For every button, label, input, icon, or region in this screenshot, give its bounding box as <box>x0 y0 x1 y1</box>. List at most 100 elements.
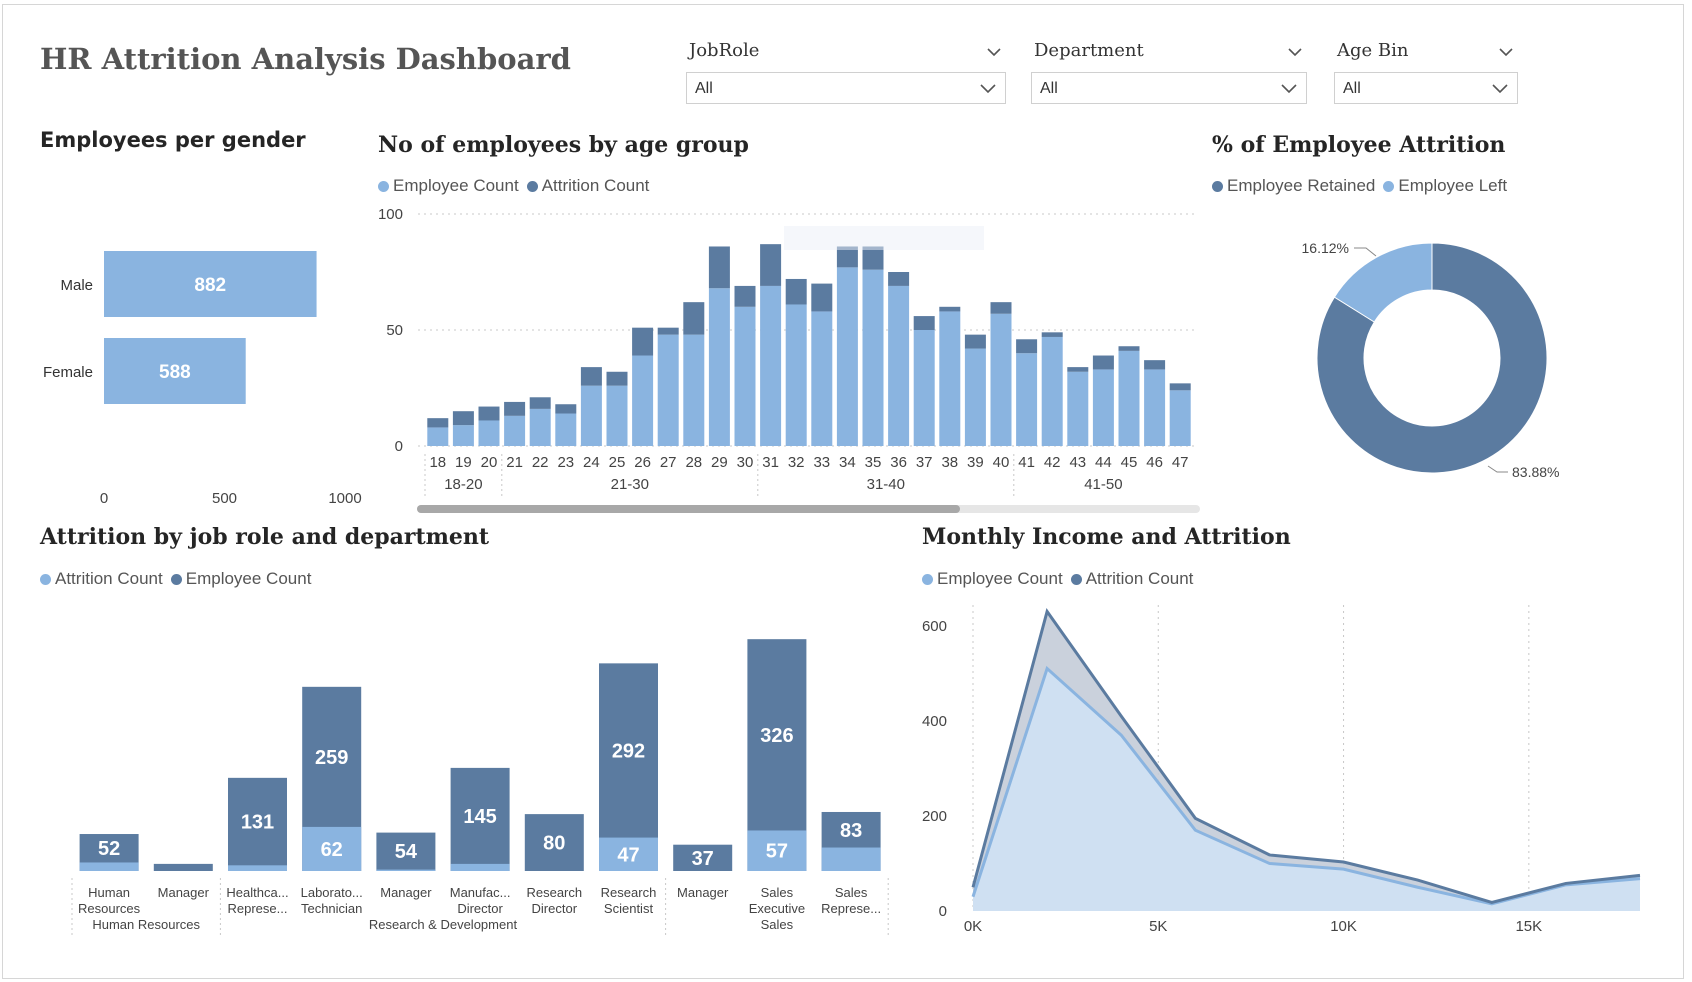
age-bar-employee <box>964 348 986 446</box>
job-bar-attrition <box>450 863 510 871</box>
age-chart-title: No of employees by age group <box>378 132 749 158</box>
age-bar-employee <box>760 285 782 446</box>
job-bar-value-employee: 52 <box>98 838 120 860</box>
slicer-dropdown[interactable]: All <box>1031 72 1307 104</box>
job-bar-value-employee: 37 <box>692 848 714 870</box>
job-bar-value-attrition: 62 <box>321 839 343 861</box>
job-x-label-line2: Scientist <box>604 901 654 916</box>
job-bar-employee <box>524 814 584 871</box>
age-bar-attrition <box>504 401 526 416</box>
age-bar-attrition <box>1118 346 1140 351</box>
job-x-label-line1: Sales <box>835 885 868 900</box>
age-bar-employee <box>1169 390 1191 446</box>
legend-item[interactable]: Employee Left <box>1383 176 1507 196</box>
gender-x-tick-label: 1000 <box>328 490 361 507</box>
gender-bar-value: 588 <box>159 362 191 383</box>
job-x-label-line1: Manager <box>158 885 210 900</box>
income-line-attrition <box>971 608 1641 904</box>
age-bar-attrition <box>862 246 884 270</box>
age-bar-attrition <box>990 302 1012 314</box>
age-x-tick-label: 39 <box>967 454 984 471</box>
chevron-down-icon[interactable] <box>986 44 1002 60</box>
legend-item[interactable]: Attrition Count <box>40 569 163 589</box>
slicer-age-bin[interactable]: Age Bin All <box>1334 40 1518 106</box>
age-x-tick-label: 35 <box>865 454 882 471</box>
legend-item[interactable]: Attrition Count <box>526 176 649 196</box>
slicer-value: All <box>695 80 713 97</box>
gender-category-label: Female <box>43 364 93 381</box>
age-x-tick-label: 34 <box>839 454 856 471</box>
income-x-tick-label: 15K <box>1515 918 1542 935</box>
job-x-label-line1: Research <box>526 885 582 900</box>
job-bar-value-employee: 131 <box>241 812 274 834</box>
job-department-label: Human Resources <box>92 917 200 932</box>
donut-label-leader <box>1487 465 1508 473</box>
job-bar-attrition <box>599 837 658 871</box>
age-bar-attrition <box>1041 332 1063 337</box>
age-x-tick-label: 40 <box>993 454 1010 471</box>
age-x-tick-label: 20 <box>481 454 498 471</box>
job-bar-value-employee: 83 <box>840 820 862 842</box>
job-x-label-line1: Sales <box>761 885 794 900</box>
age-y-tick-label: 50 <box>386 322 403 339</box>
legend-dot-icon <box>922 573 933 585</box>
income-area-employee <box>973 668 1640 911</box>
gender-bar <box>104 338 246 404</box>
job-x-label-line1: Healthca... <box>226 885 288 900</box>
age-bar-employee <box>1092 369 1114 446</box>
chevron-down-icon[interactable] <box>1498 44 1514 60</box>
legend-label: Employee Count <box>185 569 312 588</box>
age-x-tick-label: 31 <box>762 454 779 471</box>
age-bar-attrition <box>452 411 474 426</box>
age-bar-attrition <box>683 302 705 335</box>
slicer-jobrole[interactable]: JobRole All <box>686 40 1006 106</box>
job-bar-attrition <box>747 830 807 871</box>
chevron-down-icon <box>1492 84 1508 94</box>
legend-item[interactable]: Employee Retained <box>1212 176 1375 196</box>
job-x-label-line2: Technician <box>301 901 362 916</box>
age-group-label: 21-30 <box>611 476 649 493</box>
age-bar-employee <box>836 267 858 446</box>
legend-item[interactable]: Attrition Count <box>1070 569 1193 589</box>
legend-item[interactable]: Employee Count <box>922 569 1063 589</box>
age-x-tick-label: 21 <box>506 454 523 471</box>
slicer-dropdown[interactable]: All <box>1334 72 1518 104</box>
dashboard-frame <box>2 4 1684 979</box>
chevron-down-icon[interactable] <box>1287 44 1303 60</box>
jobrole-chart-title: Attrition by job role and department <box>40 524 490 550</box>
slicer-value: All <box>1343 80 1361 97</box>
age-x-tick-label: 41 <box>1018 454 1035 471</box>
legend-label: Employee Left <box>1398 176 1508 195</box>
age-bar-employee <box>683 334 705 446</box>
job-bar-attrition <box>376 869 436 871</box>
age-bar-employee <box>734 306 756 446</box>
job-bar-employee <box>376 832 436 871</box>
age-bar-attrition <box>888 272 910 286</box>
free-form-snip-overlay <box>784 226 984 250</box>
age-bar-employee <box>811 311 833 446</box>
age-x-tick-label: 47 <box>1172 454 1189 471</box>
job-x-label-line2: Represe... <box>821 901 881 916</box>
age-bar-employee <box>478 420 500 446</box>
legend-label: Employee Retained <box>1227 176 1376 195</box>
age-bar-attrition <box>1016 339 1038 354</box>
age-bar-attrition <box>657 327 679 335</box>
donut-label: 16.12% <box>1302 240 1349 256</box>
age-bar-employee <box>990 313 1012 446</box>
jobrole-chart-legend: Attrition Count Employee Count <box>40 569 319 589</box>
legend-item[interactable]: Employee Count <box>170 569 312 589</box>
job-x-label-line1: Human <box>88 885 130 900</box>
legend-dot-icon <box>1070 573 1082 585</box>
legend-item[interactable]: Employee Count <box>378 176 519 196</box>
slicer-label: Department <box>1034 40 1144 61</box>
job-x-label-line2: Represe... <box>228 901 288 916</box>
gender-category-label: Male <box>60 277 93 294</box>
age-x-tick-label: 38 <box>941 454 958 471</box>
slicer-dropdown[interactable]: All <box>686 72 1006 104</box>
age-bar-employee <box>606 385 628 446</box>
donut-slice <box>1333 242 1433 323</box>
age-bar-attrition <box>632 327 654 356</box>
slicer-department[interactable]: Department All <box>1031 40 1307 106</box>
